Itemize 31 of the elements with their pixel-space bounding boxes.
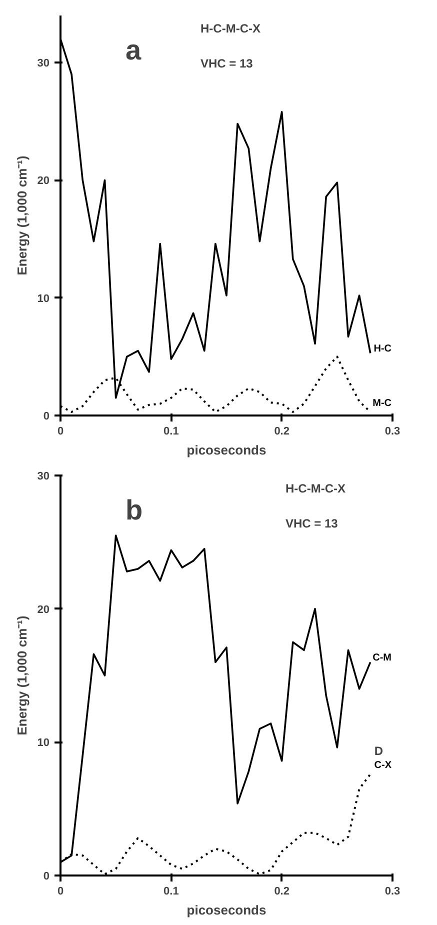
x-axis-title: picoseconds bbox=[186, 442, 266, 458]
x-tick-label: 0.2 bbox=[274, 886, 290, 898]
x-tick-label: 0.1 bbox=[164, 886, 179, 898]
annotation: VHC = 13 bbox=[200, 56, 254, 70]
x-tick-label: 0 bbox=[57, 886, 64, 898]
annotation: b bbox=[126, 494, 143, 526]
y-axis-title: Energy (1,000 cm⁻¹) bbox=[14, 156, 30, 276]
annotation: VHC = 13 bbox=[286, 516, 338, 530]
x-tick-label: 0.2 bbox=[274, 426, 290, 438]
y-tick-label: 20 bbox=[37, 604, 50, 616]
series-label: C-X bbox=[374, 760, 392, 772]
y-tick-label: 30 bbox=[37, 470, 50, 482]
x-tick-label: 0.3 bbox=[384, 886, 400, 898]
y-tick-label: 20 bbox=[37, 175, 50, 188]
annotation: H-C-M-C-X bbox=[286, 482, 346, 496]
y-tick-label: 0 bbox=[43, 410, 50, 422]
annotation: H-C-M-C-X bbox=[200, 22, 260, 36]
annotation: D bbox=[374, 744, 384, 758]
x-tick-label: 0 bbox=[57, 426, 64, 438]
y-axis-title: Energy (1,000 cm⁻¹) bbox=[14, 616, 30, 736]
series-label: M-C bbox=[372, 398, 392, 409]
series-label: H-C bbox=[374, 344, 392, 355]
annotation: a bbox=[126, 34, 142, 66]
y-tick-label: 10 bbox=[37, 292, 50, 305]
y-tick-label: 0 bbox=[43, 870, 50, 882]
y-tick-label: 30 bbox=[37, 58, 50, 70]
x-tick-label: 0.1 bbox=[164, 426, 179, 438]
x-axis-title: picoseconds bbox=[186, 902, 266, 918]
y-tick-label: 10 bbox=[37, 737, 50, 750]
x-tick-label: 0.3 bbox=[384, 426, 400, 438]
series-label: C-M bbox=[372, 652, 392, 664]
